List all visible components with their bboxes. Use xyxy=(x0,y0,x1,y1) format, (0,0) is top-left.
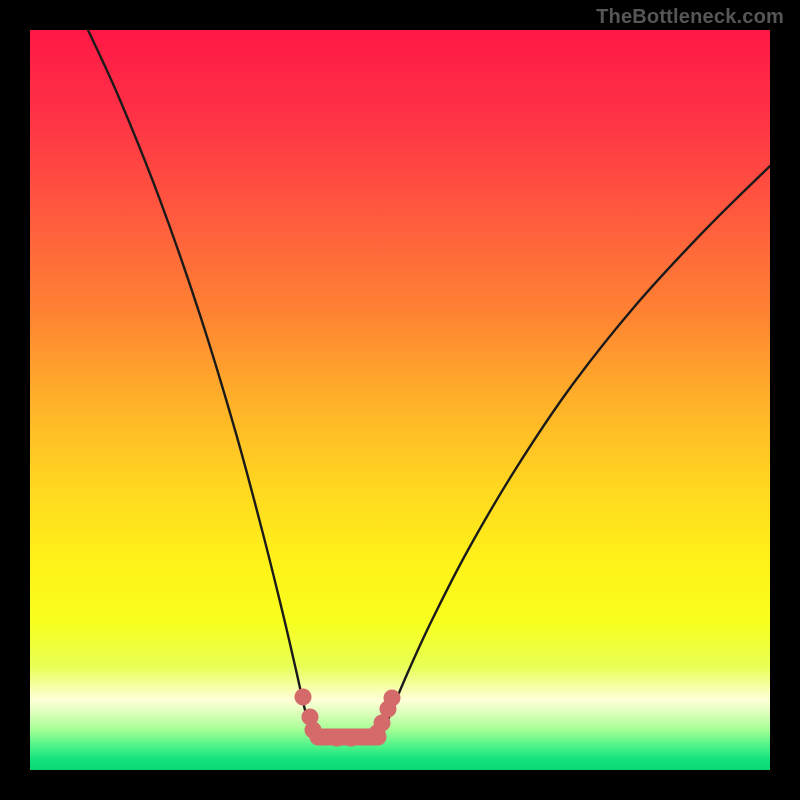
plot-area xyxy=(30,30,770,770)
marker-dot xyxy=(295,689,312,706)
chart-container: TheBottleneck.com xyxy=(0,0,800,800)
watermark-text: TheBottleneck.com xyxy=(596,6,784,29)
chart-svg xyxy=(30,30,770,770)
marker-dot xyxy=(384,690,401,707)
gradient-background xyxy=(30,30,770,770)
